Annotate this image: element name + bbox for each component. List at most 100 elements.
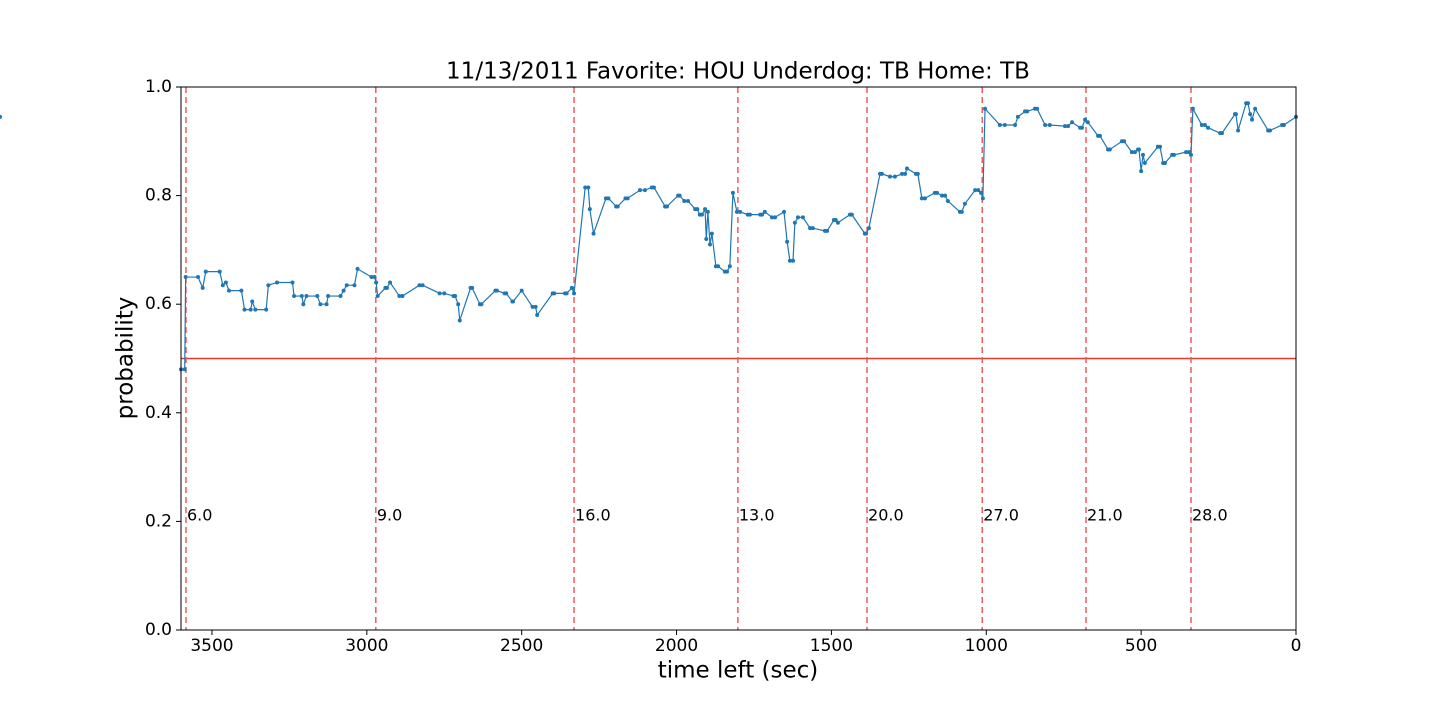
x-tick-label: 500: [1125, 636, 1157, 656]
data-point: [1066, 124, 1071, 129]
data-point: [734, 209, 739, 214]
data-point: [326, 294, 331, 299]
data-point: [1162, 161, 1167, 166]
data-point: [1158, 144, 1163, 149]
data-point: [810, 226, 815, 231]
data-point: [372, 275, 377, 280]
data-point: [504, 291, 509, 296]
data-point: [200, 285, 205, 290]
data-point: [519, 288, 524, 293]
data-point: [239, 288, 244, 293]
marker-label: 13.0: [739, 505, 775, 524]
data-point: [511, 299, 516, 304]
data-point: [266, 283, 271, 288]
data-point: [318, 302, 323, 307]
data-point: [1132, 150, 1137, 155]
data-point: [299, 294, 304, 299]
data-point: [976, 188, 981, 193]
data-point: [787, 258, 792, 263]
data-point: [699, 212, 704, 217]
data-point: [217, 269, 222, 274]
data-point: [1267, 128, 1272, 133]
data-point: [304, 294, 309, 299]
data-point: [943, 193, 948, 198]
data-point: [375, 294, 380, 299]
data-point: [369, 275, 374, 280]
data-point: [338, 294, 343, 299]
data-point: [833, 218, 838, 223]
data-point: [1097, 133, 1102, 138]
data-point: [1140, 152, 1145, 157]
data-point: [682, 199, 687, 204]
data-point: [864, 231, 869, 236]
data-point: [651, 185, 656, 190]
data-point: [904, 166, 909, 171]
data-point: [1062, 124, 1067, 129]
data-point: [1142, 161, 1147, 166]
data-point: [1248, 112, 1253, 117]
data-point: [785, 239, 790, 244]
data-point: [301, 302, 306, 307]
data-point: [586, 185, 591, 190]
data-point: [1107, 147, 1112, 152]
data-point: [979, 190, 984, 195]
data-point: [479, 302, 484, 307]
data-point: [1079, 125, 1084, 130]
x-axis-label: time left (sec): [658, 658, 819, 684]
data-point: [664, 204, 669, 209]
data-point: [196, 275, 201, 280]
data-point: [866, 226, 871, 231]
data-point: [1184, 150, 1189, 155]
data-point: [1035, 106, 1040, 111]
data-point: [292, 294, 297, 299]
data-point: [962, 201, 967, 206]
x-tick-label: 2500: [500, 636, 543, 656]
data-point: [1085, 120, 1090, 125]
data-point: [935, 190, 940, 195]
data-point: [535, 313, 540, 318]
y-tick-label: 1.0: [145, 77, 172, 97]
data-point: [980, 196, 985, 201]
marker-label: 27.0: [983, 505, 1019, 524]
data-point: [533, 304, 538, 309]
data-point: [420, 283, 425, 288]
data-point: [704, 237, 709, 242]
y-tick-label: 0.6: [145, 294, 172, 314]
data-point: [384, 285, 389, 290]
data-point: [494, 288, 499, 293]
data-point: [900, 171, 905, 176]
data-point: [795, 215, 800, 220]
data-point: [1013, 123, 1018, 128]
data-point: [959, 209, 964, 214]
data-point: [708, 242, 713, 247]
x-tick-label: 1500: [810, 636, 853, 656]
data-point: [1025, 109, 1030, 114]
data-point: [800, 215, 805, 220]
data-point: [769, 215, 774, 220]
data-point: [591, 231, 596, 236]
data-point: [264, 307, 269, 312]
data-point: [879, 171, 884, 176]
data-point: [388, 280, 393, 285]
data-point: [945, 199, 950, 204]
marker-label: 21.0: [1087, 505, 1123, 524]
data-point: [417, 283, 422, 288]
data-point: [760, 212, 765, 217]
data-point: [939, 193, 944, 198]
data-point: [915, 171, 920, 176]
data-point: [250, 299, 255, 304]
data-point: [919, 196, 924, 201]
y-tick-label: 0.0: [145, 620, 172, 640]
data-point: [1199, 123, 1204, 128]
data-point: [887, 174, 892, 179]
data-point: [716, 264, 721, 269]
data-point: [242, 307, 247, 312]
data-point: [341, 288, 346, 293]
data-point: [892, 174, 897, 179]
data-point: [638, 188, 643, 193]
data-point: [642, 188, 647, 193]
data-point: [983, 106, 988, 111]
x-tick-label: 2000: [655, 636, 698, 656]
data-point: [606, 196, 611, 201]
data-point: [709, 231, 714, 236]
